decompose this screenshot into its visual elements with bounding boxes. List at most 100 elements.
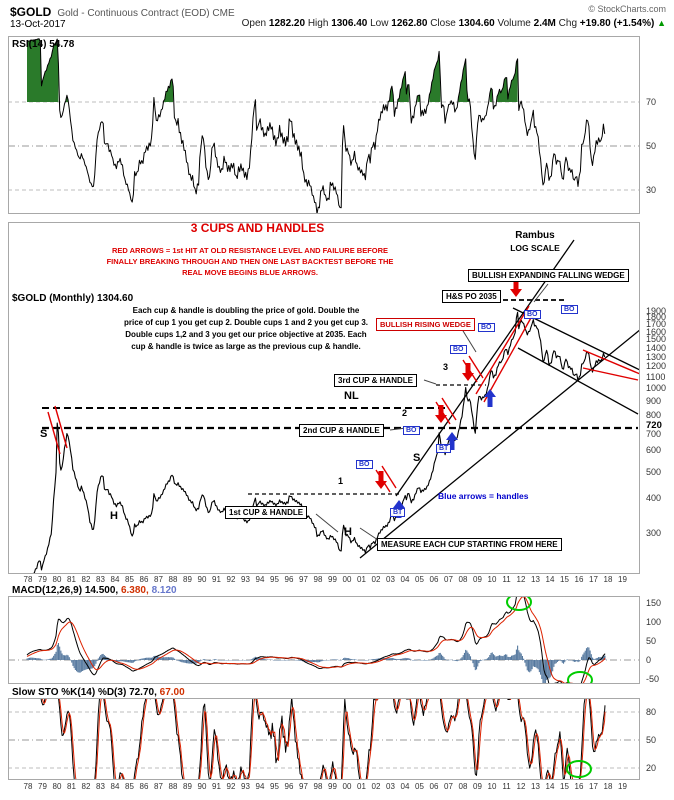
year-label: 15 [560,782,569,791]
symbol: $GOLD [10,5,52,19]
red-arrows-note-line: RED ARROWS = 1st HIT AT OLD RESISTANCE L… [111,246,389,255]
year-label: 16 [574,782,584,791]
main-x-axis: 78 79 80 81 82 83 84 85 86 87 88 89 90 91 92 93 94 95 96 97… [8,575,648,585]
low-value: 1262.80 [391,18,428,29]
year-label: 05 [415,575,424,584]
axis-label: 70 [646,97,657,107]
year-label: 17 [589,575,598,584]
red-down-arrow [375,471,387,489]
year-label: 09 [473,782,482,791]
year-label: 93 [241,782,250,791]
rsi-panel [8,36,640,214]
year-label: 89 [183,575,192,584]
red-arrows-note-line: REAL MOVE BEGINS BLUE ARROWS. [182,268,318,277]
sto-label: Slow STO %K(14) %D(3) 72.70, 67.00 [12,687,185,698]
price-panel [8,222,640,574]
price-panel-border [8,222,640,574]
blue-up-arrow [446,432,458,450]
cup-doubling-note-line: price of cup 1 you get cup 2. Double cup… [123,318,369,327]
falling-wedge-lower-line [517,347,639,415]
rsi-panel-border [8,36,640,214]
year-label: 79 [38,575,47,584]
backtest-marker: BT [390,508,406,517]
year-label: 91 [212,575,221,584]
year-label: 04 [400,575,410,584]
axis-label: 50 [646,636,657,646]
sto-gridlines [8,711,640,769]
year-label: 98 [313,782,323,791]
year-label: 86 [139,782,149,791]
breakout-marker: BO [524,310,541,319]
year-label: 84 [110,575,120,584]
year-label: 97 [299,575,308,584]
rising-wedge-line [475,305,530,395]
chg-up-arrow-icon: ▲ [657,18,666,28]
axis-label: 400 [646,493,662,504]
axis-label: 800 [646,410,662,420]
breakout-marker: BO [561,305,578,314]
year-label: 80 [52,575,62,584]
year-label: 98 [313,575,323,584]
chg-value: +19.80 (+1.54%) [579,18,655,29]
year-label: 89 [183,782,192,791]
cup1-box: 1st CUP & HANDLE [225,506,308,519]
year-label: 12 [516,575,526,584]
cup3-box: 3rd CUP & HANDLE [334,374,417,387]
axis-label: 1700 [646,319,667,330]
right-shoulder-letter: S [413,452,421,464]
breakout-marker: BO [356,460,373,469]
cup-doubling-note-line: Each cup & handle is doubling the price … [132,306,360,315]
year-label: 00 [342,782,352,791]
cup-doubling-note: Each cup & handle is doubling the price … [112,305,380,353]
year-label: 78 [23,575,33,584]
year-label: 14 [545,782,555,791]
year-label: 15 [560,575,569,584]
year-label: 01 [357,782,366,791]
measure-box: MEASURE EACH CUP STARTING FROM HERE [377,538,562,551]
axis-label: 900 [646,395,662,406]
year-label: 83 [96,782,105,791]
blue-arrows-note: Blue arrows = handles [438,491,529,501]
year-label: 10 [487,575,497,584]
year-label: 95 [270,575,279,584]
rsi-series [26,38,606,214]
year-label: 87 [154,782,163,791]
year-label: 02 [371,575,381,584]
year-label: 13 [531,575,540,584]
log-scale-note: LOG SCALE [510,243,560,253]
rsi-label: RSI(14) 54.78 [12,39,75,50]
axis-label: 1100 [646,371,666,382]
rising-wedge-line [483,315,533,403]
axis-label: 1300 [646,351,667,362]
year-label: 06 [429,782,439,791]
axis-label: 0 [646,655,652,665]
open-value: 1282.20 [268,18,306,29]
red-arrows-note: RED ARROWS = 1st HIT AT OLD RESISTANCE L… [100,245,400,278]
year-label: 92 [226,782,236,791]
year-label: 19 [618,575,627,584]
sto-low-circle [566,760,592,778]
low-label: Low [370,18,389,29]
year-label: 94 [255,782,265,791]
axis-label: -50 [646,674,660,684]
header: $GOLD Gold - Continuous Contract (EOD) CM… [10,3,235,21]
year-label: 17 [589,782,598,791]
red-down-arrow [435,405,447,423]
year-label: 83 [96,575,105,584]
year-label: 87 [154,575,163,584]
year-label: 90 [197,575,207,584]
high-value: 1306.40 [331,18,368,29]
major-uptrend-line [359,328,640,559]
axis-label: 1000 [646,383,667,394]
year-label: 94 [255,575,265,584]
year-label: 07 [444,782,453,791]
axis-label: 80 [646,707,657,717]
axis-label: 1500 [646,334,667,345]
volume-value: 2.4M [533,18,556,29]
year-label: 08 [458,782,468,791]
close-label: Close [430,18,456,29]
title-annotation: 3 CUPS AND HANDLES [190,221,325,235]
close-value: 1304.60 [458,18,495,29]
year-label: 03 [386,575,395,584]
breakout-marker: BO [478,323,495,332]
